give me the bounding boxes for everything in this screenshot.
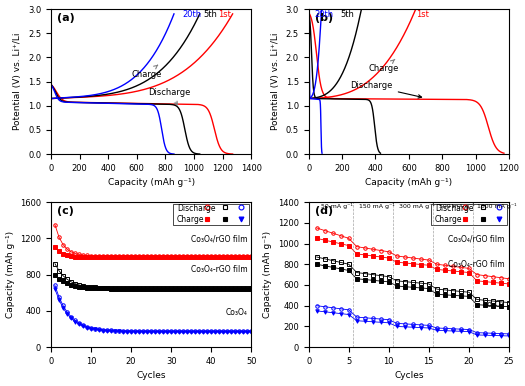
Text: Discharge: Discharge bbox=[177, 203, 216, 213]
Y-axis label: Capacity (mAh g⁻¹): Capacity (mAh g⁻¹) bbox=[6, 231, 15, 318]
Text: 5th: 5th bbox=[340, 10, 354, 19]
Text: 20th: 20th bbox=[182, 10, 201, 19]
Text: (a): (a) bbox=[57, 14, 75, 24]
Text: (d): (d) bbox=[314, 207, 333, 217]
Text: Discharge: Discharge bbox=[148, 88, 191, 105]
X-axis label: Capacity (mAh g⁻¹): Capacity (mAh g⁻¹) bbox=[108, 178, 195, 188]
Y-axis label: Capacity (mAh g⁻¹): Capacity (mAh g⁻¹) bbox=[264, 231, 272, 318]
Text: Discharge: Discharge bbox=[435, 203, 474, 213]
Text: Co₃O₄: Co₃O₄ bbox=[483, 300, 505, 308]
Text: 300 mA g⁻¹: 300 mA g⁻¹ bbox=[399, 203, 435, 208]
Text: Charge: Charge bbox=[177, 215, 205, 224]
Text: Co₃O₄-rGO film: Co₃O₄-rGO film bbox=[448, 260, 505, 269]
X-axis label: Cycles: Cycles bbox=[394, 371, 424, 381]
Text: (c): (c) bbox=[57, 207, 74, 217]
Y-axis label: Potential (V) vs. Li⁺/Li: Potential (V) vs. Li⁺/Li bbox=[14, 33, 23, 130]
Text: Charge: Charge bbox=[369, 59, 399, 73]
Text: 20th: 20th bbox=[314, 10, 333, 19]
Text: Discharge: Discharge bbox=[350, 81, 422, 98]
Text: (b): (b) bbox=[314, 14, 333, 24]
Text: 500 mA g⁻¹: 500 mA g⁻¹ bbox=[439, 203, 475, 208]
Text: 1st: 1st bbox=[416, 10, 428, 19]
Text: Co₃O₄/rGO film: Co₃O₄/rGO film bbox=[448, 234, 505, 243]
Text: Charge: Charge bbox=[131, 65, 161, 79]
Bar bbox=[431, 203, 507, 225]
Y-axis label: Potential (V) vs. Li⁺/Li: Potential (V) vs. Li⁺/Li bbox=[271, 33, 280, 130]
Text: Co₃O₄/rGO film: Co₃O₄/rGO film bbox=[191, 234, 247, 243]
Text: 5th: 5th bbox=[203, 10, 217, 19]
X-axis label: Capacity (mAh g⁻¹): Capacity (mAh g⁻¹) bbox=[365, 178, 453, 188]
Bar bbox=[173, 203, 249, 225]
Text: Co₃O₄-rGO film: Co₃O₄-rGO film bbox=[191, 265, 247, 274]
X-axis label: Cycles: Cycles bbox=[136, 371, 166, 381]
Text: 1000 mA g⁻¹: 1000 mA g⁻¹ bbox=[477, 203, 517, 208]
Text: Co₃O₄: Co₃O₄ bbox=[225, 308, 247, 317]
Text: Charge: Charge bbox=[435, 215, 463, 224]
Text: 50 mA g⁻¹: 50 mA g⁻¹ bbox=[321, 203, 353, 208]
Text: 150 mA g⁻¹: 150 mA g⁻¹ bbox=[359, 203, 395, 208]
Text: 1st: 1st bbox=[218, 10, 231, 19]
